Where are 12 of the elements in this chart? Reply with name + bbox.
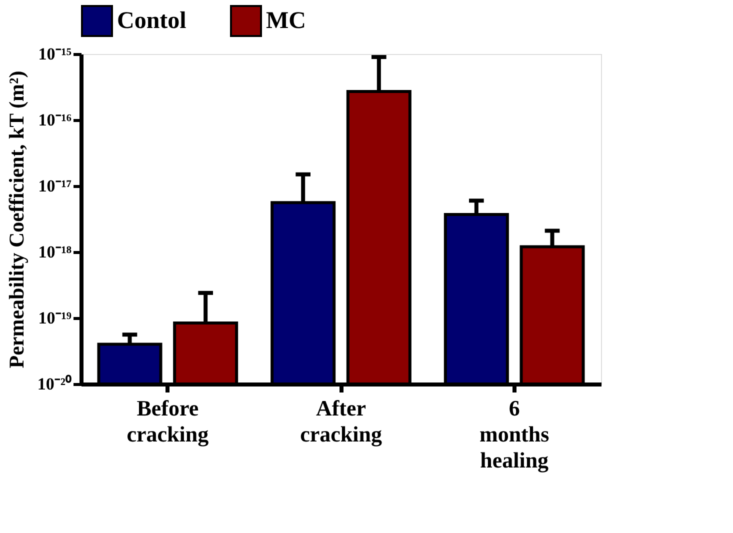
y-tick-label: 10⁻¹⁶	[38, 110, 72, 130]
y-axis-title: Permeability Coefficient, kT (m²)	[4, 70, 28, 368]
y-tick-label: 10⁻¹⁷	[38, 176, 72, 196]
x-tick-label: 6 months healing	[479, 396, 550, 472]
y-tick-label: 10⁻²⁰	[37, 374, 72, 394]
y-tick-label: 10⁻¹⁵	[38, 44, 72, 64]
x-tick-label: Before cracking	[126, 396, 209, 446]
legend-label: Contol	[117, 8, 187, 34]
y-tick-label: 10⁻¹⁹	[38, 308, 72, 328]
x-tick-label: After cracking	[300, 396, 382, 446]
legend-label: MC	[266, 8, 306, 34]
y-tick-label: 10⁻¹⁸	[38, 242, 72, 262]
